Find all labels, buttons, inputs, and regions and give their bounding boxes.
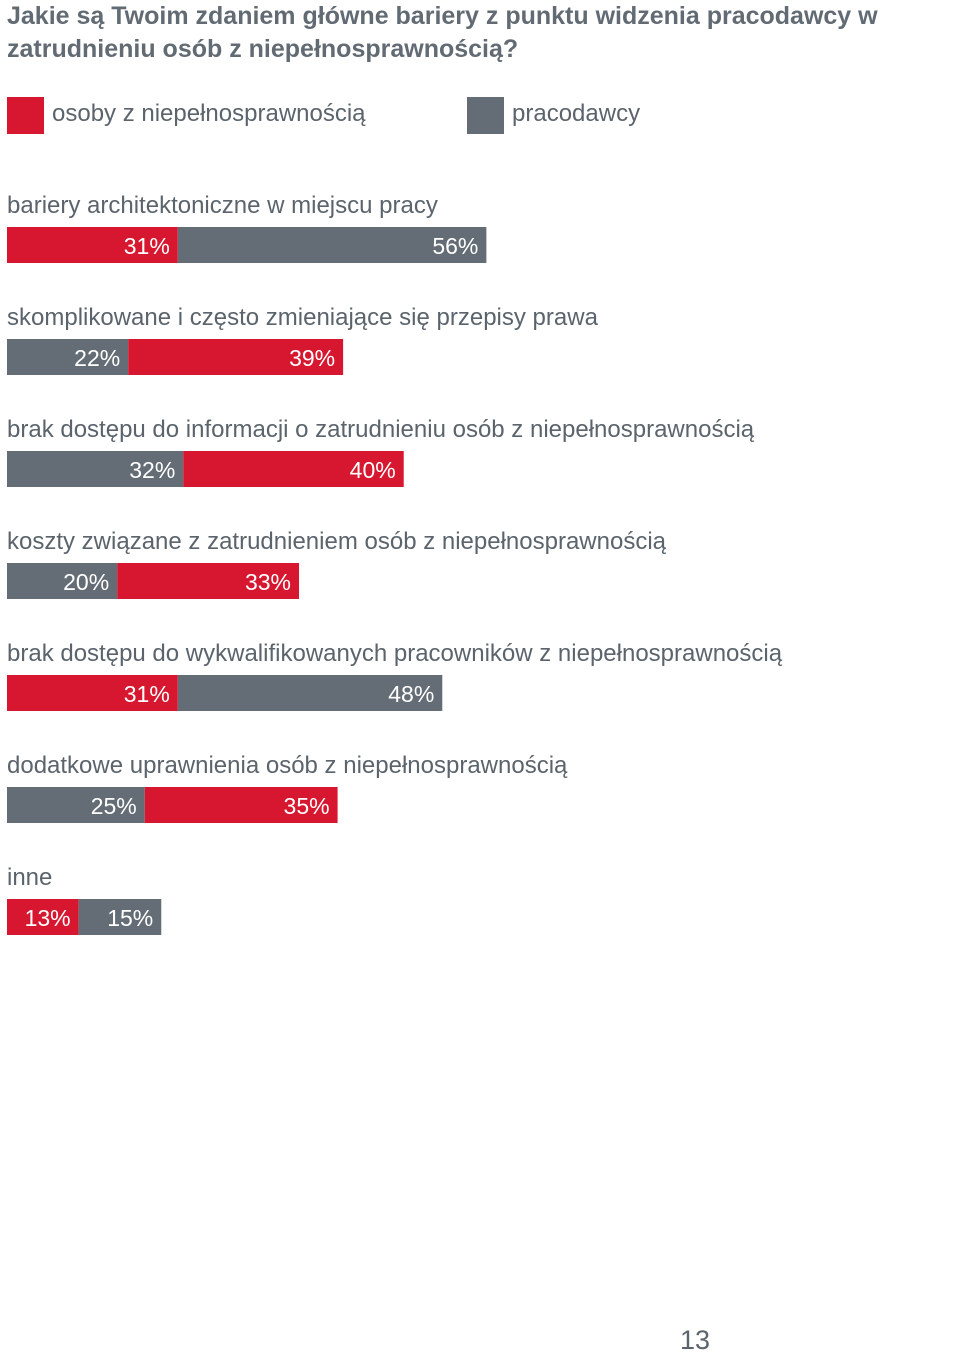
bar-row: brak dostępu do wykwalifikowanych pracow… (7, 640, 783, 711)
category-label: brak dostępu do informacji o zatrudnieni… (7, 416, 755, 443)
legend-label: pracodawcy (512, 100, 641, 127)
category-label: dodatkowe uprawnienia osób z niepełnospr… (7, 752, 568, 779)
data-label: 22% (74, 345, 120, 371)
bar-segment (7, 227, 178, 263)
category-label: inne (7, 864, 52, 891)
chart-title: Jakie są Twoim zdaniem główne bariery z … (7, 2, 878, 63)
bar-row: brak dostępu do informacji o zatrudnieni… (7, 416, 755, 487)
bar-row: inne 13% 15% (7, 864, 162, 935)
data-label: 35% (284, 793, 330, 819)
data-label: 31% (124, 681, 170, 707)
category-label: skomplikowane i często zmieniające się p… (7, 304, 599, 331)
bar-row: bariery architektoniczne w miejscu pracy… (7, 192, 487, 263)
bar-segment (128, 339, 344, 375)
stacked-bar-chart: bariery architektoniczne w miejscu pracy… (7, 192, 783, 935)
data-label: 31% (124, 233, 170, 259)
bar-segment (144, 787, 338, 823)
bar-segment (78, 899, 162, 935)
data-label: 15% (107, 905, 153, 931)
category-label: brak dostępu do wykwalifikowanych pracow… (7, 640, 783, 667)
bar-segment (7, 563, 118, 599)
data-label: 25% (91, 793, 137, 819)
data-label: 32% (129, 457, 175, 483)
legend-swatch-gray (467, 97, 504, 134)
bar-row: koszty związane z zatrudnieniem osób z n… (7, 528, 667, 599)
category-label: koszty związane z zatrudnieniem osób z n… (7, 528, 667, 555)
legend-label: osoby z niepełnosprawnością (52, 100, 366, 127)
bar-segment (177, 227, 487, 263)
data-label: 39% (289, 345, 335, 371)
data-label: 56% (432, 233, 478, 259)
data-label: 48% (388, 681, 434, 707)
legend-swatch-red (7, 97, 44, 134)
bar-segment (7, 899, 79, 935)
data-label: 20% (63, 569, 109, 595)
data-label: 40% (350, 457, 396, 483)
bar-segment (183, 451, 404, 487)
data-label: 13% (25, 905, 71, 931)
category-label: bariery architektoniczne w miejscu pracy (7, 192, 438, 219)
page-number: 13 (680, 1325, 711, 1355)
bar-segment (7, 339, 129, 375)
bar-segment (7, 675, 178, 711)
data-label: 33% (245, 569, 291, 595)
bar-row: skomplikowane i często zmieniające się p… (7, 304, 599, 375)
bar-segment (7, 451, 184, 487)
bar-segment (117, 563, 300, 599)
bar-segment (7, 787, 145, 823)
bar-row: dodatkowe uprawnienia osób z niepełnospr… (7, 752, 568, 823)
bar-segment (177, 675, 443, 711)
